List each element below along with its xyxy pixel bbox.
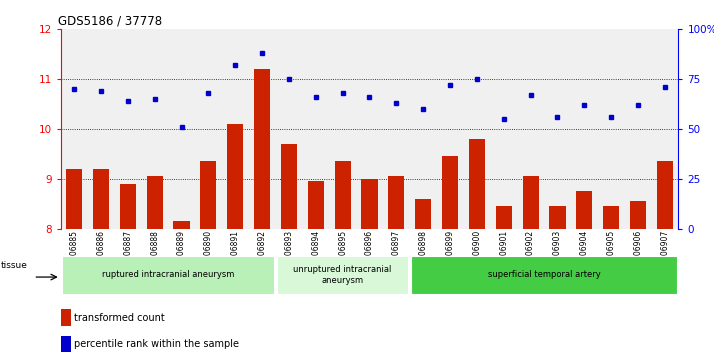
Bar <box>361 179 378 229</box>
Bar <box>62 256 274 294</box>
Bar <box>146 176 163 229</box>
Bar <box>442 156 458 229</box>
Bar <box>61 336 71 352</box>
Bar <box>523 176 538 229</box>
Bar <box>308 181 324 229</box>
Bar <box>603 206 619 229</box>
Bar <box>415 199 431 229</box>
Text: percentile rank within the sample: percentile rank within the sample <box>74 339 239 349</box>
Bar <box>469 139 485 229</box>
Bar <box>549 206 565 229</box>
Bar <box>227 124 243 229</box>
Bar <box>388 176 404 229</box>
Bar <box>174 221 190 229</box>
Bar <box>630 201 646 229</box>
Bar <box>335 161 351 229</box>
Bar <box>657 161 673 229</box>
Bar <box>66 169 82 229</box>
Bar <box>93 169 109 229</box>
Text: ruptured intracranial aneurysm: ruptured intracranial aneurysm <box>102 270 234 280</box>
Bar <box>576 191 593 229</box>
Bar <box>254 69 270 229</box>
Text: tissue: tissue <box>1 261 28 270</box>
Bar <box>61 309 71 326</box>
Bar <box>277 256 408 294</box>
Text: transformed count: transformed count <box>74 313 165 323</box>
Bar <box>411 256 677 294</box>
Bar <box>120 184 136 229</box>
Bar <box>496 206 512 229</box>
Text: unruptured intracranial
aneurysm: unruptured intracranial aneurysm <box>293 265 392 285</box>
Bar <box>281 144 297 229</box>
Text: superficial temporal artery: superficial temporal artery <box>488 270 600 280</box>
Bar <box>201 161 216 229</box>
Text: GDS5186 / 37778: GDS5186 / 37778 <box>58 15 162 28</box>
